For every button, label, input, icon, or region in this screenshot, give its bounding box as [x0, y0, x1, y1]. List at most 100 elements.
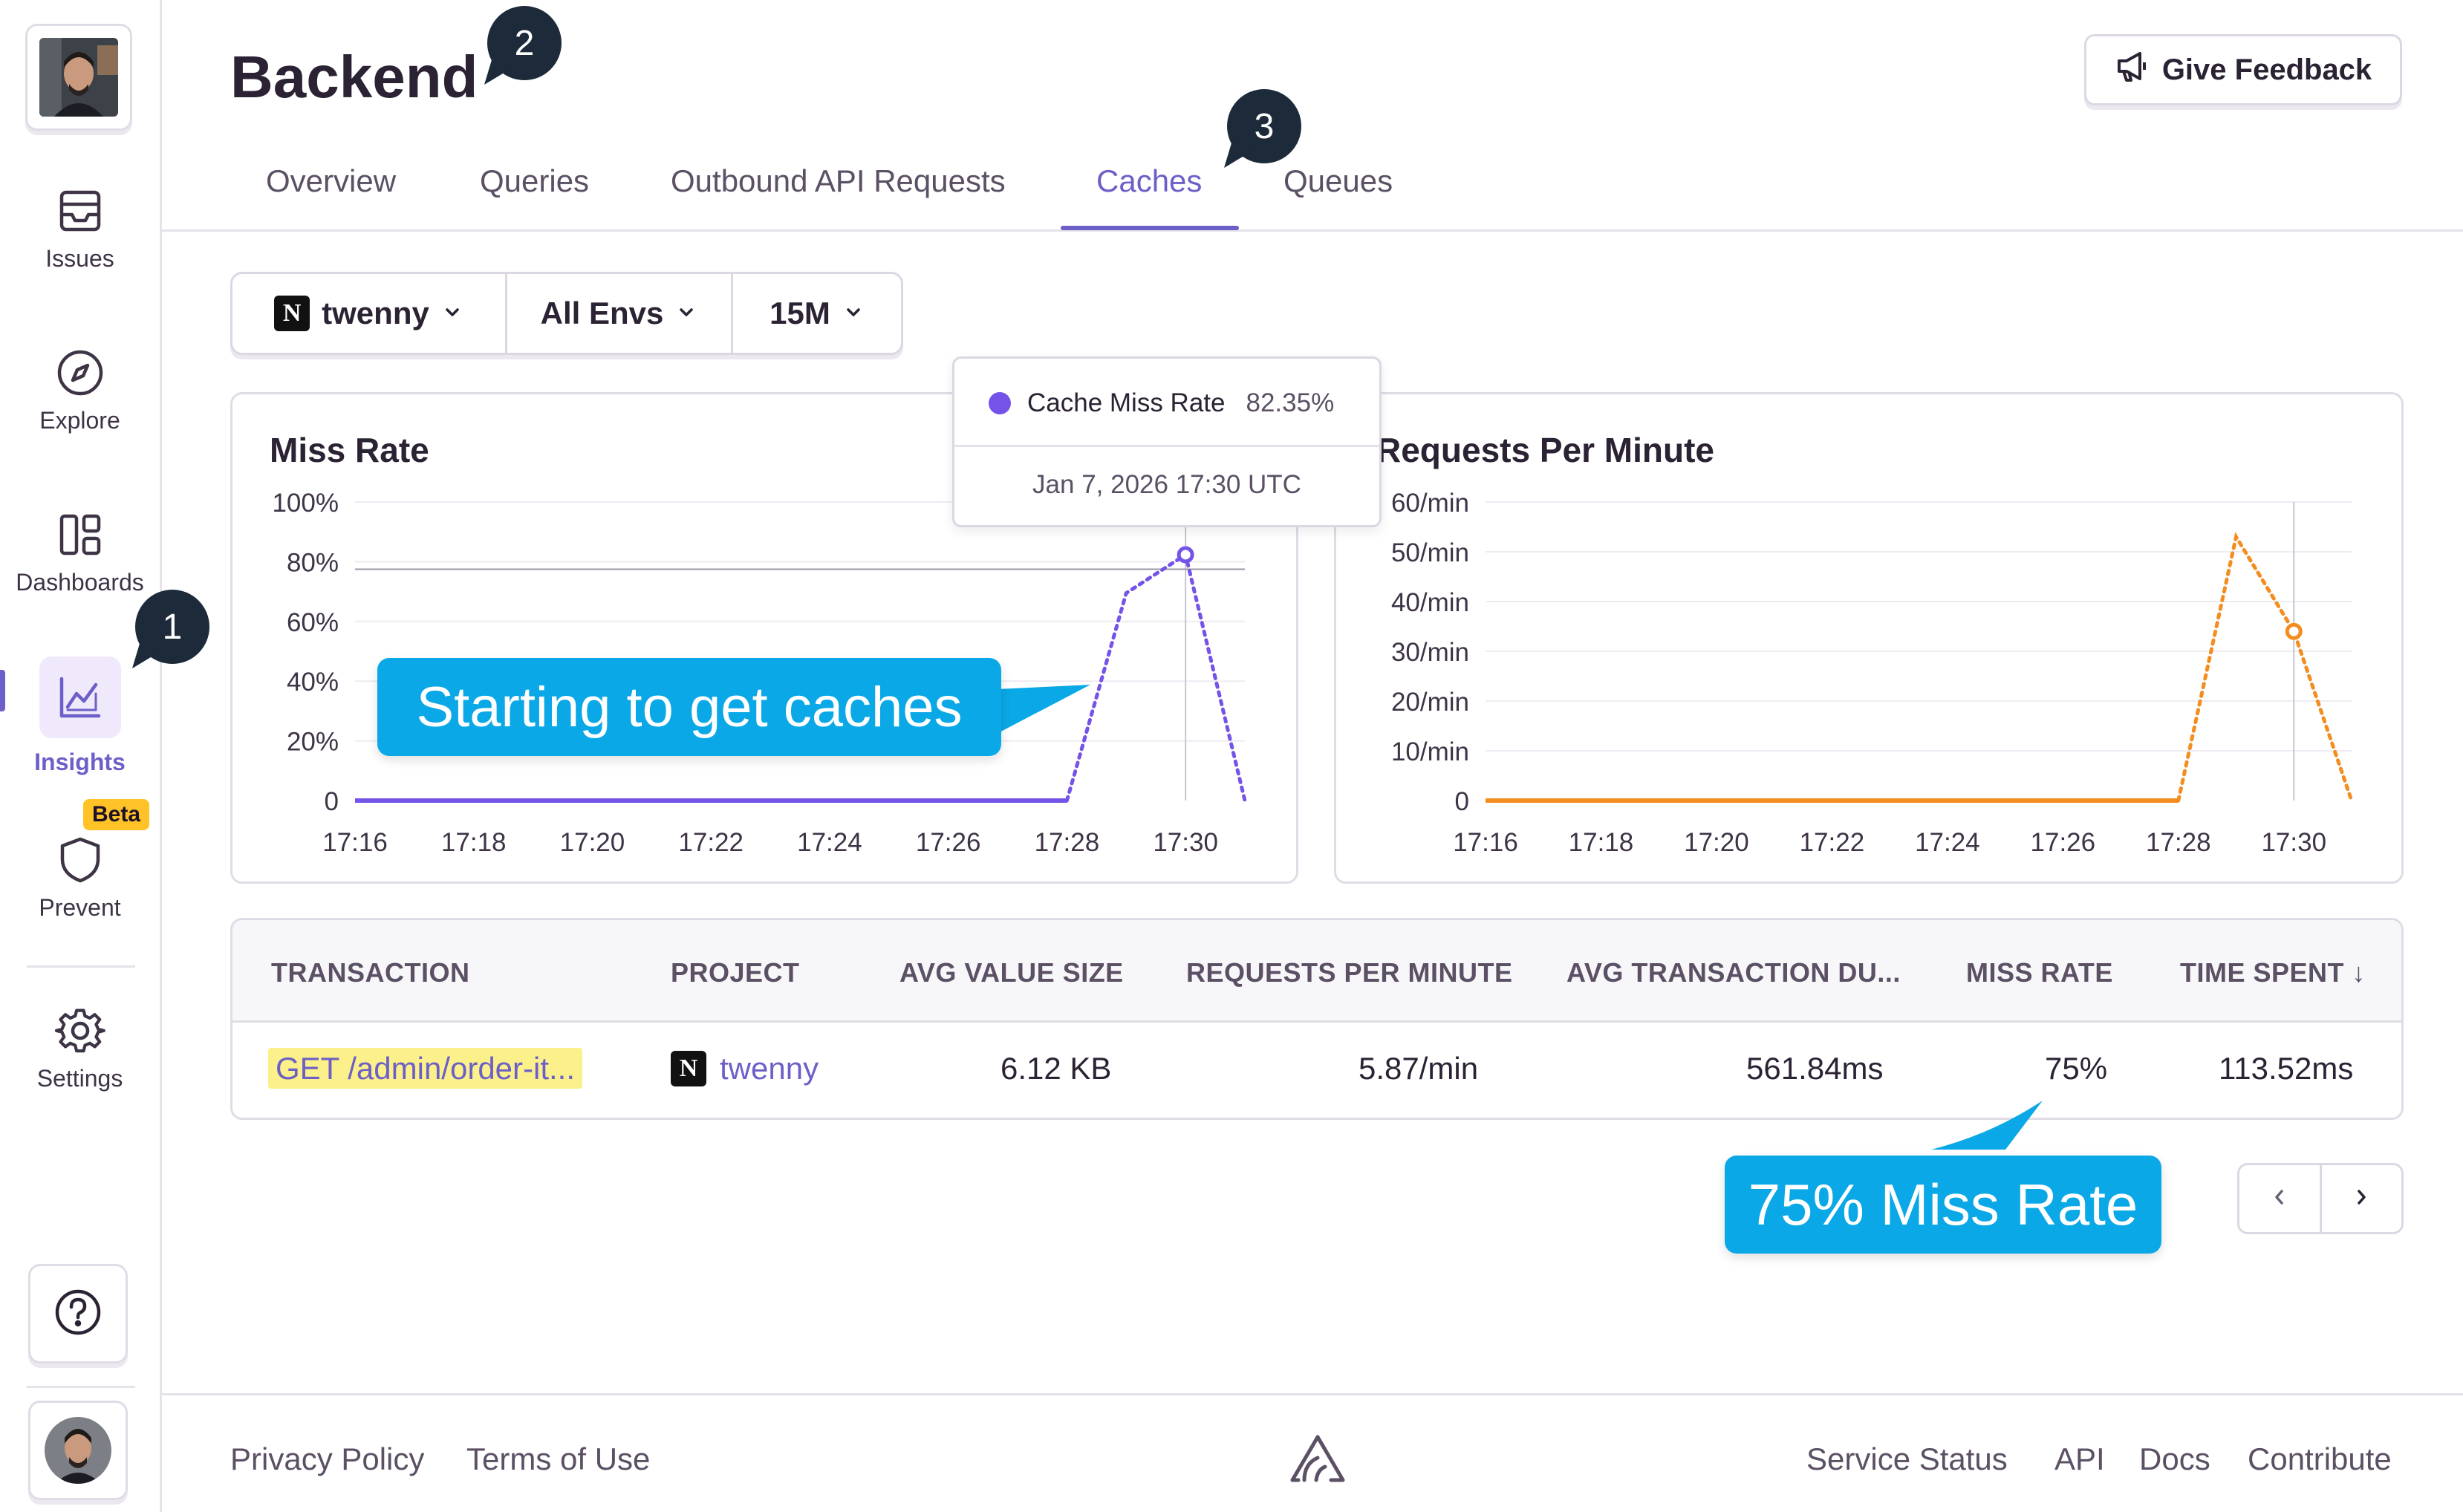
x-axis-tick-label: 17:28 [2146, 828, 2211, 857]
series-line [2176, 532, 2354, 803]
give-feedback-button[interactable]: Give Feedback [2084, 34, 2402, 105]
x-axis-tick-label: 17:18 [1569, 828, 1634, 857]
pagination [2237, 1163, 2404, 1234]
environment-selector[interactable]: All Envs [507, 274, 733, 353]
footer-link-privacy-policy[interactable]: Privacy Policy [230, 1441, 425, 1476]
project-link[interactable]: twenny [720, 1051, 819, 1086]
column-header-miss-rate[interactable]: MISS RATE [1966, 957, 2113, 988]
give-feedback-label: Give Feedback [2161, 53, 2372, 86]
sidebar-item-prevent[interactable]: Prevent [0, 833, 160, 922]
sidebar-item-label: Issues [45, 245, 114, 272]
sidebar-divider [27, 1386, 135, 1388]
x-axis-tick-label: 17:26 [2031, 828, 2096, 857]
project-selector[interactable]: N twenny [232, 274, 507, 353]
miss-rate-chart-title: Miss Rate [270, 431, 429, 469]
insights-chart-icon [39, 656, 121, 738]
user-avatar-button[interactable] [28, 1401, 128, 1500]
gear-icon [53, 1004, 107, 1058]
footer-link-contribute[interactable]: Contribute [2248, 1441, 2392, 1476]
x-axis-tick-label: 17:16 [322, 828, 388, 857]
transaction-name: GET /admin/order-it... [268, 1048, 583, 1089]
chevron-left-icon [2268, 1186, 2291, 1212]
user-avatar [45, 1417, 111, 1484]
table-header [232, 920, 2401, 1023]
sidebar-item-label: Dashboards [16, 569, 144, 596]
series-color-dot [989, 392, 1011, 414]
chevron-right-icon [2350, 1186, 2372, 1212]
megaphone-icon [2115, 49, 2149, 91]
y-axis-tick-label: 20% [287, 728, 339, 757]
chart-tooltip: Cache Miss Rate 82.35% Jan 7, 2026 17:30… [952, 356, 1382, 527]
x-axis-tick-label: 17:24 [1915, 828, 1980, 857]
sidebar-item-issues[interactable]: Issues [0, 184, 160, 273]
column-header-avg-value-size[interactable]: AVG VALUE SIZE [899, 957, 1124, 988]
column-header-time-spent[interactable]: TIME SPENT ↓ [2180, 957, 2366, 988]
shield-icon [53, 833, 107, 887]
org-avatar [39, 38, 118, 117]
y-axis-tick-label: 0 [325, 787, 339, 816]
y-axis-tick-label: 10/min [1391, 737, 1469, 766]
x-axis-tick-label: 17:24 [797, 828, 862, 857]
step-marker-2: 2 [487, 6, 562, 80]
footer-link-terms-of-use[interactable]: Terms of Use [466, 1441, 651, 1476]
project-logo: N [671, 1051, 706, 1086]
time-spent-cell: 113.52ms [2219, 1051, 2354, 1086]
callout-pointer [1931, 1101, 2043, 1150]
footer-link-docs[interactable]: Docs [2139, 1441, 2210, 1476]
y-axis-tick-label: 50/min [1391, 538, 1469, 567]
tab-queries[interactable]: Queries [480, 163, 590, 198]
y-axis-tick-label: 80% [287, 548, 339, 577]
annotation-callout-chart: Starting to get caches [377, 658, 1001, 756]
sidebar-item-settings[interactable]: Settings [0, 1004, 160, 1092]
tab-caches[interactable]: Caches [1096, 163, 1203, 198]
tab-queues[interactable]: Queues [1283, 163, 1393, 198]
org-avatar-button[interactable] [25, 24, 132, 131]
x-axis-tick-label: 17:16 [1453, 828, 1518, 857]
help-button[interactable] [28, 1264, 128, 1363]
y-axis-tick-label: 20/min [1391, 688, 1469, 717]
miss-rate-cell: 75% [2045, 1051, 2108, 1086]
column-header-project[interactable]: PROJECT [671, 957, 800, 988]
sentry-logo-icon[interactable] [1288, 1431, 1347, 1488]
y-axis-tick-label: 60% [287, 608, 339, 637]
column-header-avg-transaction-duration[interactable]: AVG TRANSACTION DU... [1566, 957, 1901, 988]
y-axis-tick-label: 40% [287, 668, 339, 697]
y-axis-tick-label: 100% [272, 489, 339, 518]
tooltip-series-name: Cache Miss Rate [1027, 388, 1226, 417]
footer-link-api[interactable]: API [2054, 1441, 2105, 1476]
y-axis-tick-label: 40/min [1391, 588, 1469, 617]
series-line [1064, 551, 1247, 803]
dashboards-icon [53, 508, 107, 561]
x-axis-tick-label: 17:20 [1684, 828, 1749, 857]
sidebar-divider [27, 965, 135, 968]
sidebar-item-explore[interactable]: Explore [0, 346, 160, 434]
cache-transactions-table: TRANSACTION PROJECT AVG VALUE SIZE REQUE… [230, 918, 2404, 1120]
x-axis-tick-label: 17:30 [2261, 828, 2326, 857]
step-marker-3: 3 [1227, 89, 1301, 163]
tab-overview[interactable]: Overview [266, 163, 397, 198]
sidebar-item-dashboards[interactable]: Dashboards [0, 508, 160, 596]
sidebar-item-insights[interactable]: Insights [0, 656, 160, 776]
tooltip-value: 82.35% [1246, 388, 1335, 417]
transaction-link[interactable]: GET /admin/order-it... [268, 1048, 583, 1089]
previous-page-button[interactable] [2239, 1165, 2322, 1232]
tab-outbound-api-requests[interactable]: Outbound API Requests [671, 163, 1006, 198]
column-header-transaction[interactable]: TRANSACTION [271, 957, 470, 988]
avg-transaction-duration-cell: 561.84ms [1746, 1051, 1884, 1086]
sidebar: Issues Explore Dashboards [0, 0, 162, 1512]
column-header-requests-per-minute[interactable]: REQUESTS PER MINUTE [1186, 957, 1513, 988]
inbox-icon [53, 184, 107, 238]
tooltip-timestamp: Jan 7, 2026 17:30 UTC [1032, 470, 1301, 499]
annotation-callout-table: 75% Miss Rate [1725, 1156, 2161, 1254]
footer-link-service-status[interactable]: Service Status [1806, 1441, 2008, 1476]
project-selector-label: twenny [322, 296, 429, 330]
active-tab-underline [1061, 226, 1239, 230]
sidebar-item-label: Settings [36, 1065, 123, 1092]
next-page-button[interactable] [2322, 1165, 2402, 1232]
step-marker-1: 1 [135, 590, 209, 664]
time-period-selector[interactable]: 15M [733, 274, 901, 353]
x-axis-tick-label: 17:28 [1035, 828, 1100, 857]
x-axis-tick-label: 17:20 [560, 828, 625, 857]
beta-badge: Beta [83, 799, 150, 830]
